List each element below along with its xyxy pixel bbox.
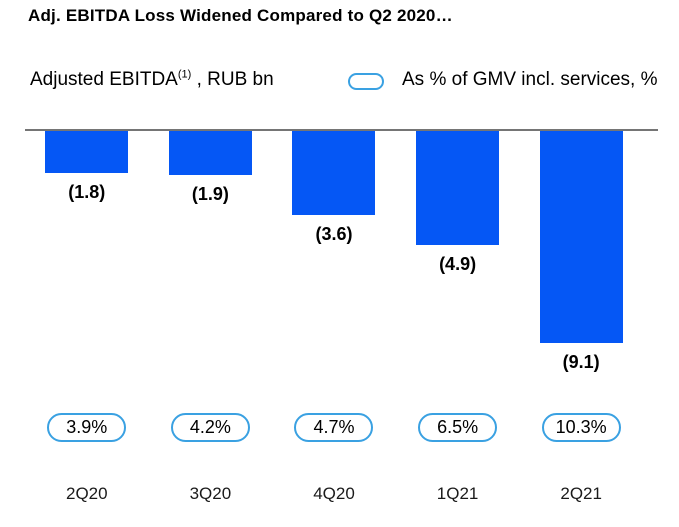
gmv-percent-pill: 4.7%	[294, 413, 374, 442]
gmv-percent-pill: 4.2%	[170, 413, 250, 442]
pills-row: 3.9% 4.2% 4.7% 6.5% 10.3%	[25, 413, 643, 442]
bar-column: (9.1)	[519, 131, 643, 373]
bar-value-label: (1.8)	[68, 182, 106, 202]
bar-column: (1.8)	[25, 131, 149, 373]
ebitda-bar	[416, 131, 500, 245]
pill-cell: 4.2%	[149, 413, 273, 442]
legend-ebitda: Adjusted EBITDA(1) , RUB bn	[30, 69, 274, 91]
legend-ebitda-unit: , RUB bn	[191, 69, 274, 90]
bar-column: (3.6)	[272, 131, 396, 373]
bar-value-label: (9.1)	[562, 352, 600, 372]
x-axis-label: 3Q20	[189, 484, 232, 503]
legend-ebitda-label: Adjusted EBITDA	[30, 69, 178, 90]
x-axis-label: 2Q21	[560, 484, 602, 503]
x-axis-label: 1Q21	[436, 484, 479, 503]
pill-cell: 6.5%	[396, 413, 520, 442]
bar-value-label: (1.9)	[191, 184, 229, 204]
gmv-percent-pill: 10.3%	[541, 413, 621, 442]
x-axis-labels: 2Q20 3Q20 4Q20 1Q21 2Q21	[25, 484, 643, 504]
pill-cell: 3.9%	[25, 413, 149, 442]
gmv-percent-pill: 6.5%	[418, 413, 498, 442]
ebitda-bar	[292, 131, 376, 215]
ebitda-bar	[45, 131, 129, 173]
bars-row: (1.8) (1.9) (3.6) (4.9) (9.1)	[25, 131, 643, 373]
legend-footnote-marker: (1)	[177, 68, 192, 81]
pill-legend-icon	[348, 73, 384, 90]
pill-cell: 4.7%	[272, 413, 396, 442]
pill-cell: 10.3%	[519, 413, 643, 442]
gmv-percent-pill: 3.9%	[47, 413, 127, 442]
bar-column: (1.9)	[149, 131, 273, 373]
zero-axis-line	[25, 129, 658, 131]
ebitda-bar	[168, 131, 252, 175]
x-axis-label: 4Q20	[313, 484, 355, 503]
bar-value-label: (3.6)	[315, 224, 353, 244]
bar-value-label: (4.9)	[439, 254, 477, 274]
legend-gmv-label: As % of GMV incl. services, %	[402, 69, 658, 90]
page-title: Adj. EBITDA Loss Widened Compared to Q2 …	[28, 6, 453, 25]
x-axis-label: 2Q20	[66, 484, 108, 503]
ebitda-bar	[539, 131, 623, 343]
bar-column: (4.9)	[396, 131, 520, 373]
